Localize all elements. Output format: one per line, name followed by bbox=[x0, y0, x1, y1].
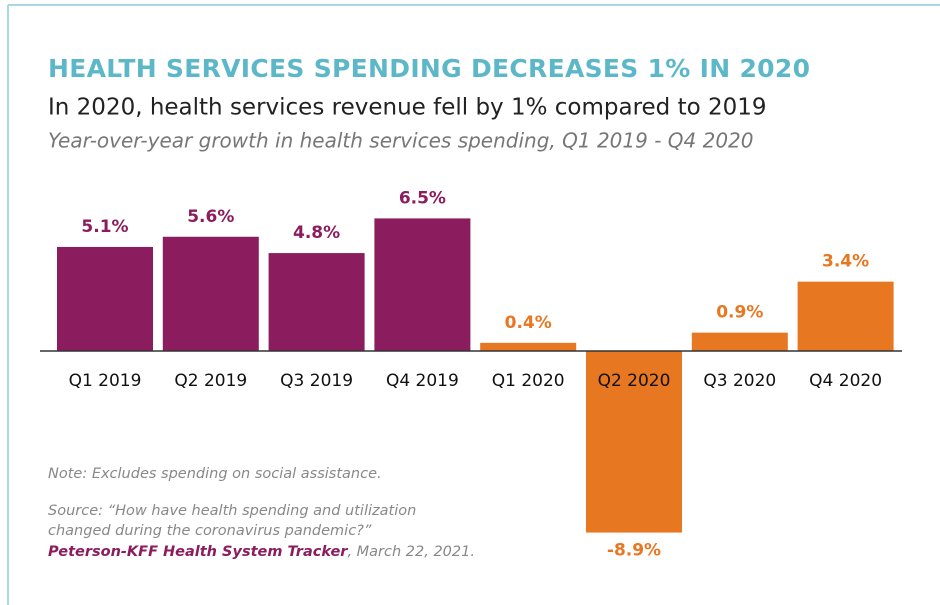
value-label: 0.9% bbox=[716, 303, 763, 323]
x-tick-label: Q2 2019 bbox=[174, 371, 247, 391]
bar bbox=[57, 246, 153, 351]
chart-subtitle: In 2020, health services revenue fell by… bbox=[48, 95, 767, 121]
plot: 5.1% Q1 2019 5.6% Q2 2019 4.8% Q3 2019 6.5% Q4 … bbox=[40, 188, 902, 561]
x-tick-label: Q3 2020 bbox=[703, 371, 776, 391]
bar bbox=[374, 218, 471, 351]
x-tick-label: Q4 2019 bbox=[386, 371, 459, 391]
source-line: Peterson-KFF Health System Tracker, Marc… bbox=[48, 544, 475, 560]
bar bbox=[162, 236, 259, 351]
value-label: 5.6% bbox=[187, 207, 234, 227]
x-tick-label: Q1 2020 bbox=[492, 371, 565, 391]
bar bbox=[268, 253, 365, 351]
value-label: 5.1% bbox=[81, 217, 128, 237]
value-label: 4.8% bbox=[293, 223, 340, 243]
x-tick-label: Q3 2019 bbox=[280, 371, 353, 391]
bar bbox=[480, 342, 577, 351]
value-label: 6.5% bbox=[399, 188, 446, 208]
x-tick-label: Q4 2020 bbox=[809, 371, 882, 391]
source-date: , March 22, 2021. bbox=[347, 544, 475, 560]
bar bbox=[586, 351, 682, 533]
chart-description: Year-over-year growth in health services… bbox=[48, 129, 754, 153]
bar bbox=[691, 332, 788, 351]
source-line: Source: “How have health spending and ut… bbox=[48, 503, 416, 519]
value-label: 3.4% bbox=[822, 252, 869, 272]
chart-title: HEALTH SERVICES SPENDING DECREASES 1% IN… bbox=[48, 54, 810, 83]
x-tick-label: Q2 2020 bbox=[598, 371, 671, 391]
source-line: changed during the coronavirus pandemic?… bbox=[48, 523, 372, 539]
bar bbox=[797, 281, 894, 351]
source-publication: Peterson-KFF Health System Tracker bbox=[48, 544, 348, 560]
x-tick-label: Q1 2019 bbox=[69, 371, 142, 391]
note: Note: Excludes spending on social assist… bbox=[48, 466, 382, 482]
value-label: -8.9% bbox=[607, 541, 661, 561]
value-label: 0.4% bbox=[505, 313, 552, 333]
